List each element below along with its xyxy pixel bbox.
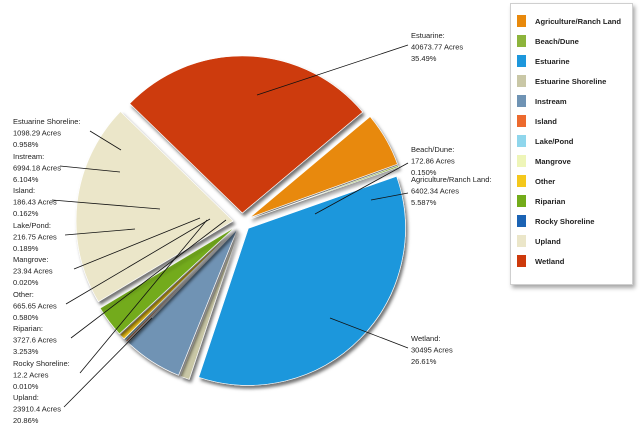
leader-line-island <box>51 199 161 210</box>
pie-slice-wetland[interactable] <box>129 55 364 214</box>
legend-swatch <box>517 55 526 67</box>
legend-swatch <box>517 175 526 187</box>
legend-item-estuarine-shoreline[interactable]: Estuarine Shoreline <box>517 74 606 88</box>
legend-swatch <box>517 235 526 247</box>
legend-item-instream[interactable]: Instream <box>517 94 567 108</box>
leader-line-estuarine-shoreline <box>89 130 122 151</box>
data-label-island: Island: 186.43 Acres 0.162% <box>13 186 57 218</box>
legend-label: Other <box>535 176 556 186</box>
pie-slice-instream[interactable] <box>127 229 238 376</box>
pie-slice-estuarine-shoreline[interactable] <box>179 230 240 380</box>
legend-item-other[interactable]: Other <box>517 174 555 188</box>
leader-line-agriculture-ranch-land <box>370 192 409 201</box>
legend-item-island[interactable]: Island <box>517 114 557 128</box>
legend-label: Riparian <box>535 196 566 206</box>
legend-item-wetland[interactable]: Wetland <box>517 254 564 268</box>
data-label-wetland: Wetland: 30495 Acres 26.61% <box>411 334 453 366</box>
legend-swatch <box>517 15 526 27</box>
leader-line-beach-dune <box>314 162 409 215</box>
legend-item-mangrove[interactable]: Mangrove <box>517 154 571 168</box>
legend-swatch <box>517 95 526 107</box>
legend-swatch <box>517 75 526 87</box>
legend-swatch <box>517 215 526 227</box>
pie-slice-other[interactable] <box>119 228 236 340</box>
legend-label: Agriculture/Ranch Land <box>535 16 622 26</box>
data-label-instream: Instream: 6994.18 Acres 6.104% <box>13 152 61 184</box>
data-label-mangrove: Mangrove: 23.94 Acres 0.020% <box>13 255 53 287</box>
data-label-beach-dune: Beach/Dune: 172.86 Acres 0.150% <box>411 145 455 177</box>
legend-swatch <box>517 195 526 207</box>
legend-swatch <box>517 135 526 147</box>
legend-item-riparian[interactable]: Riparian <box>517 194 565 208</box>
pie-slice-agriculture-ranch-land[interactable] <box>249 116 398 218</box>
data-label-lake-pond: Lake/Pond: 216.75 Acres 0.189% <box>13 221 57 253</box>
legend-item-rocky-shoreline[interactable]: Rocky Shoreline <box>517 214 595 228</box>
leader-line-rocky-shoreline <box>79 219 208 374</box>
pie-slice-riparian[interactable] <box>99 227 235 335</box>
leader-line-lake-pond <box>64 228 136 236</box>
legend-swatch <box>517 35 526 47</box>
data-label-other: Other: 665.65 Acres 0.580% <box>13 290 57 322</box>
leader-line-wetland <box>329 317 409 349</box>
legend-item-lake-pond[interactable]: Lake/Pond <box>517 134 573 148</box>
pie-slice-estuarine[interactable] <box>198 175 406 386</box>
legend-label: Estuarine <box>535 56 570 66</box>
legend-item-agriculture-ranch-land[interactable]: Agriculture/Ranch Land <box>517 14 621 28</box>
leader-line-instream <box>59 165 121 173</box>
data-label-estuarine-shoreline: Estuarine Shoreline: 1098.29 Acres 0.958% <box>13 117 81 149</box>
chart-legend: Agriculture/Ranch Land Beach/Dune Estuarin… <box>510 3 633 285</box>
pie-slice-beach-dune[interactable] <box>250 165 399 220</box>
legend-label: Lake/Pond <box>535 136 574 146</box>
pie-slice-upland[interactable] <box>75 111 234 303</box>
legend-item-estuarine[interactable]: Estuarine <box>517 54 570 68</box>
legend-label: Wetland <box>535 256 565 266</box>
data-label-riparian: Riparian: 3727.6 Acres 3.253% <box>13 324 57 356</box>
legend-label: Beach/Dune <box>535 36 579 46</box>
pie-slice-rocky-shoreline[interactable] <box>99 226 235 308</box>
data-label-agriculture-ranch-land: Agriculture/Ranch Land: 6402.34 Acres 5.58… <box>411 175 491 207</box>
leader-line-riparian <box>70 219 227 339</box>
leader-line-estuarine <box>256 44 409 96</box>
legend-label: Mangrove <box>535 156 571 166</box>
legend-label: Rocky Shoreline <box>535 216 595 226</box>
legend-label: Island <box>535 116 557 126</box>
leader-line-other <box>65 218 211 305</box>
legend-label: Upland <box>535 236 561 246</box>
data-label-rocky-shoreline: Rocky Shoreline: 12.2 Acres 0.010% <box>13 359 70 391</box>
legend-item-beach-dune[interactable]: Beach/Dune <box>517 34 579 48</box>
data-label-estuarine: Estuarine: 40673.77 Acres 35.49% <box>411 31 463 63</box>
legend-swatch <box>517 255 526 267</box>
legend-swatch <box>517 155 526 167</box>
legend-swatch <box>517 115 526 127</box>
legend-label: Instream <box>535 96 567 106</box>
legend-label: Estuarine Shoreline <box>535 76 607 86</box>
legend-item-upland[interactable]: Upland <box>517 234 561 248</box>
data-label-upland: Upland: 23910.4 Acres 20.86% <box>13 393 61 425</box>
leader-line-mangrove <box>73 217 201 270</box>
leader-line-upland <box>63 317 153 408</box>
